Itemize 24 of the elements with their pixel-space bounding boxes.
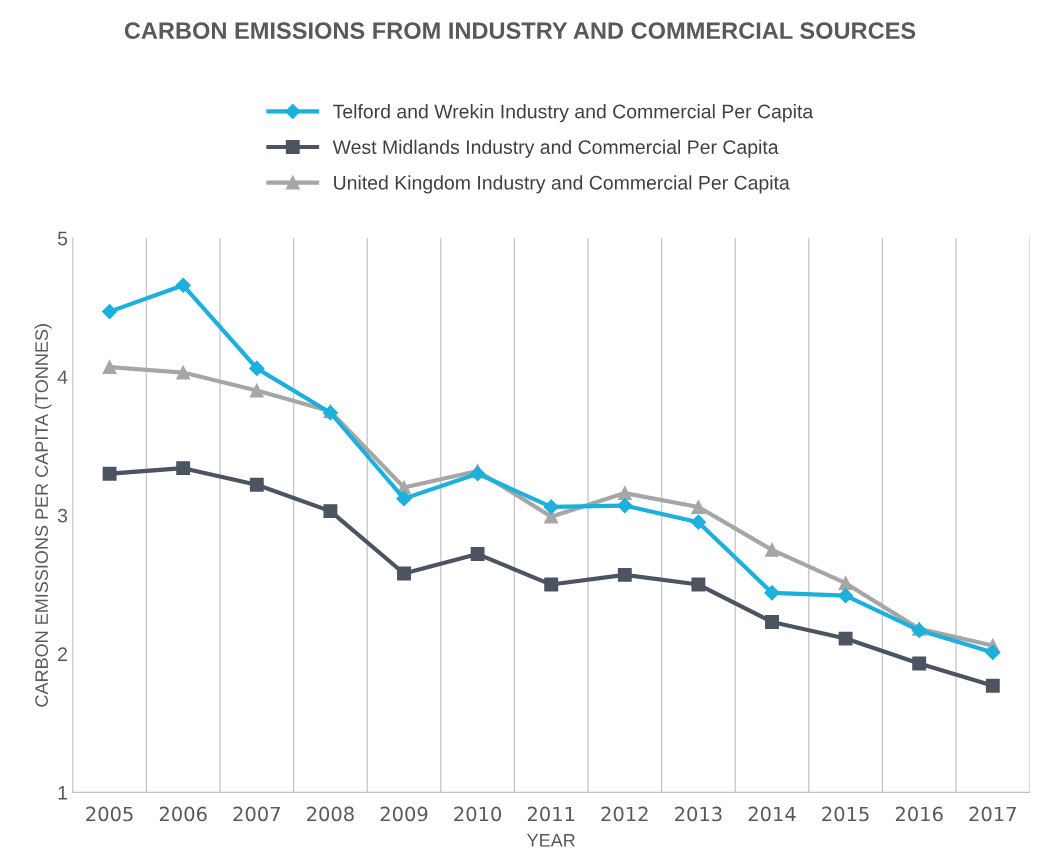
x-tick-label: 2006 [159,806,207,822]
x-axis-title: YEAR [527,834,575,847]
chart-title: CARBON EMISSIONS FROM INDUSTRY AND COMMERCIAL SOURCES [124,22,916,39]
y-tick-label: 1 [58,786,67,800]
legend-label: Telford and Wrekin Industry and Commercial Per Capita [333,104,814,123]
y-axis-title: CARBON EMISSIONS PER CAPITA (TONNES) [34,324,52,707]
x-tick-label: 2012 [601,806,648,822]
x-tick-label: 2007 [233,806,280,822]
x-tick-label: 2010 [454,806,502,822]
x-tick-label: 2015 [822,806,869,822]
legend-label: United Kingdom Industry and Commercial Per Capita [334,175,790,194]
x-tick-label: 2014 [748,806,796,822]
x-tick-label: 2009 [380,806,428,822]
x-tick-label: 2005 [86,806,133,822]
y-tick-label: 3 [57,508,68,523]
y-tick-label: 4 [57,370,68,384]
x-tick-label: 2008 [307,806,354,822]
x-tick-label: 2011 [527,806,575,822]
y-tick-label: 5 [57,231,68,246]
y-tick-label: 2 [58,647,67,661]
x-tick-label: 2017 [969,806,1016,822]
x-tick-label: 2013 [675,806,722,822]
x-tick-label: 2016 [895,806,943,822]
legend-label: West Midlands Industry and Commercial Per Capita [332,139,779,158]
